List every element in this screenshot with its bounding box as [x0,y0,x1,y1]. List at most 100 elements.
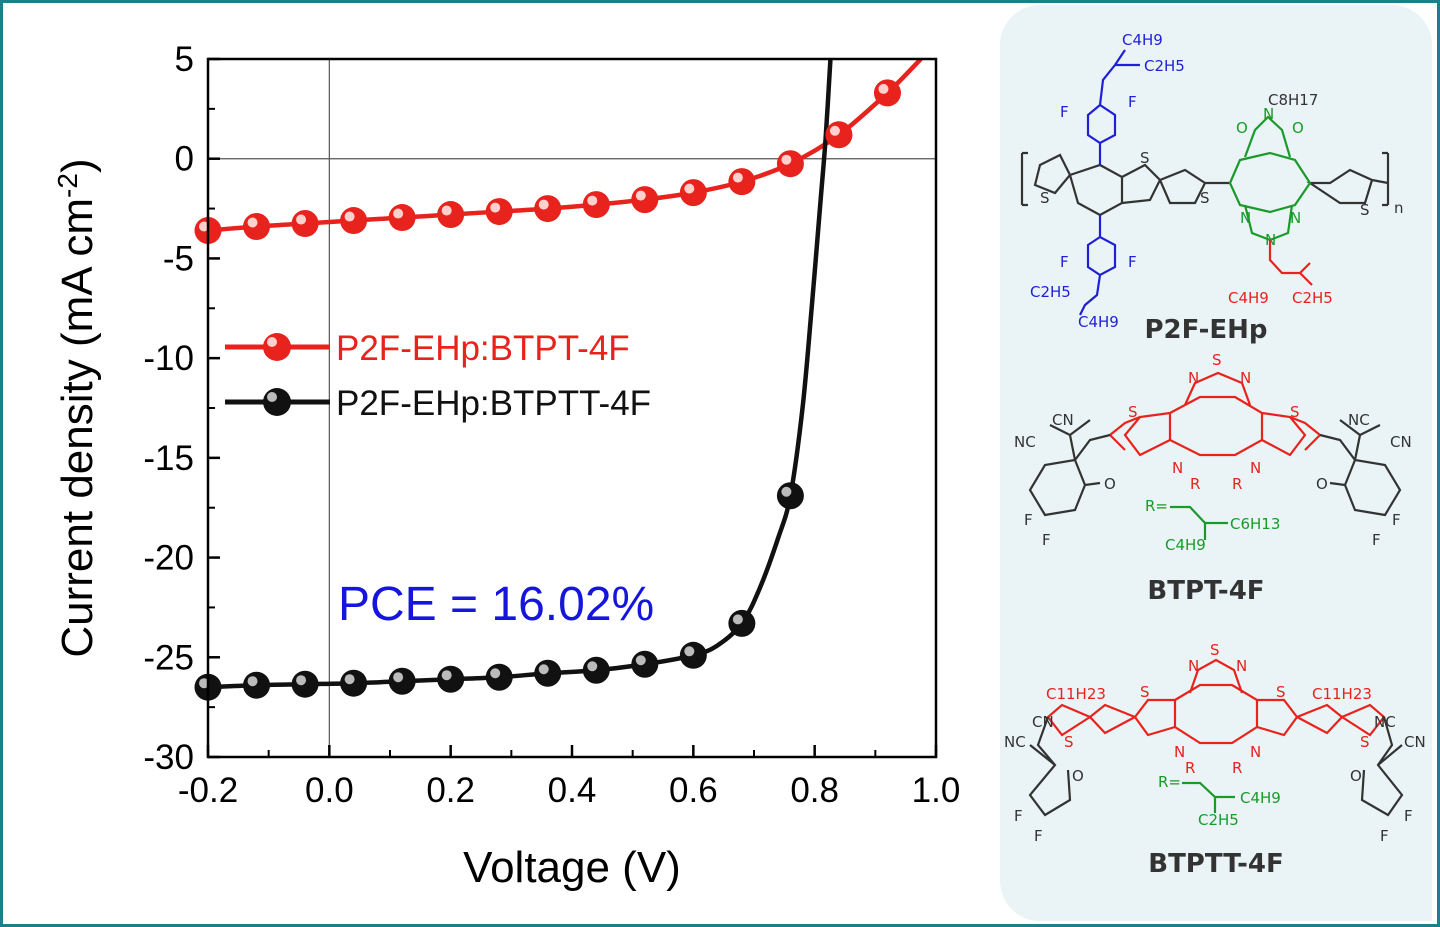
molecule-panel: C4H9 C2H5 F F F F C8H17 O O N S S S S N … [1000,5,1432,921]
data-point [437,665,465,693]
btptt-end-groups [1028,716,1404,817]
btptt-s4: S [1360,733,1370,751]
data-point-highlight [781,154,792,165]
btpt-c4h9: C4H9 [1165,536,1206,554]
p2f-c2h5-br: C2H5 [1292,289,1333,307]
btptt-c11-r: C11H23 [1312,685,1372,703]
p2f-f2: F [1128,93,1137,111]
btptt-c4h9: C4H9 [1240,789,1281,807]
btptt-4f-structure [1028,658,1404,817]
btptt-n-l: N [1174,743,1185,761]
data-point [825,121,853,149]
y-tick-label: -20 [143,539,194,578]
p2f-c4h9-bl: C4H9 [1078,313,1119,331]
btpt-f3: F [1392,511,1401,529]
y-tick-label: 5 [175,40,194,79]
btpt-f1: F [1024,511,1033,529]
pce-annotation: PCE = 16.02% [338,578,654,631]
p2f-ehp-labels: C4H9 C2H5 F F F F C8H17 O O N S S S S N … [1030,31,1404,345]
p2f-n2: N [1265,231,1276,249]
data-point-highlight [684,183,695,194]
btpt-r-l: R [1190,475,1200,493]
data-point-highlight [296,214,307,225]
btptt-s3: S [1064,733,1074,751]
data-point-highlight [441,670,452,681]
x-tick-label: 1.0 [912,771,961,810]
data-point [631,650,659,678]
btptt-c11-l: C11H23 [1046,685,1106,703]
p2f-c2h5-top: C2H5 [1144,57,1185,75]
data-point [291,670,319,698]
data-point-highlight [538,664,549,675]
data-point [679,179,707,207]
data-point [776,150,804,178]
tick-labels: -0.2 0.0 0.2 0.4 0.6 0.8 1.0 5 0 -5 -10 -15 -20 -25 -3… [143,40,960,810]
btptt-r-r: R [1232,759,1242,777]
btptt-n-t2: N [1236,657,1247,675]
data-point [437,201,465,229]
data-point-highlight [635,655,646,666]
x-tick-label: -0.2 [178,771,238,810]
y-axis-title: Current density (mA cm-2) [52,158,103,657]
x-tick-label: 0.2 [426,771,475,810]
btptt-cn1: CN [1032,713,1054,731]
btptt-name: BTPTT-4F [1148,849,1284,879]
data-point-highlight [732,614,743,625]
x-tick-label: 0.0 [305,771,354,810]
data-point-highlight [878,83,889,94]
p2f-n-imide: N [1263,105,1274,123]
series-line-0 [208,59,923,233]
p2f-f1: F [1060,103,1069,121]
btptt-f3: F [1404,807,1413,825]
molecule-structures: C4H9 C2H5 F F F F C8H17 O O N S S S S N … [1004,31,1426,879]
data-point [388,204,416,232]
p2f-backbone [1020,151,1390,217]
y-tick-label: -10 [143,339,194,378]
markers [194,79,901,701]
btptt-r-def: R= [1158,773,1181,791]
btptt-n-r: N [1250,743,1261,761]
btpt-cn2: NC [1014,433,1036,451]
btptt-cn3: NC [1374,713,1396,731]
btptt-cn2: NC [1004,733,1026,751]
p2f-name: P2F-EHp [1144,315,1267,345]
btpt-r-def: R= [1145,497,1168,515]
btpt-cn3: NC [1348,411,1370,429]
data-point [679,641,707,669]
btpt-r-r: R [1232,475,1242,493]
y-tick-label: -5 [163,239,194,278]
data-point [582,191,610,219]
btpt-s-top: S [1212,351,1222,369]
btptt-f2: F [1034,827,1043,845]
btpt-s-l: S [1128,403,1138,421]
ticks [206,57,938,759]
btpt-n-r: N [1250,459,1261,477]
data-point [243,213,271,241]
btptt-r-l: R [1185,759,1195,777]
btpt-name: BTPT-4F [1147,576,1264,606]
y-axis-title-close: ) [53,158,102,173]
p2f-f4: F [1128,253,1137,271]
data-point [485,198,513,226]
p2f-alkyl-red [1268,240,1313,286]
p2f-s1: S [1040,189,1050,207]
y-tick-label: -15 [143,439,194,478]
btptt-o-r: O [1350,767,1362,785]
btpt-c6h13: C6H13 [1230,515,1280,533]
legend-marker-red [263,333,291,361]
data-point [728,168,756,196]
btpt-cn4: CN [1390,433,1412,451]
x-tick-label: 0.6 [669,771,718,810]
x-axis-title: Voltage (V) [463,843,681,892]
legend: P2F-EHp:BTPT-4F P2F-EHp:BTPTT-4F [225,329,651,423]
data-point-highlight [490,668,501,679]
data-point-highlight [199,221,209,232]
p2f-o1: O [1236,119,1248,137]
data-point [340,669,368,697]
data-point [388,667,416,695]
data-point [243,671,271,699]
legend-label-black: P2F-EHp:BTPTT-4F [336,384,651,423]
data-point [873,79,901,107]
data-point [485,663,513,691]
data-point-highlight [684,646,695,657]
